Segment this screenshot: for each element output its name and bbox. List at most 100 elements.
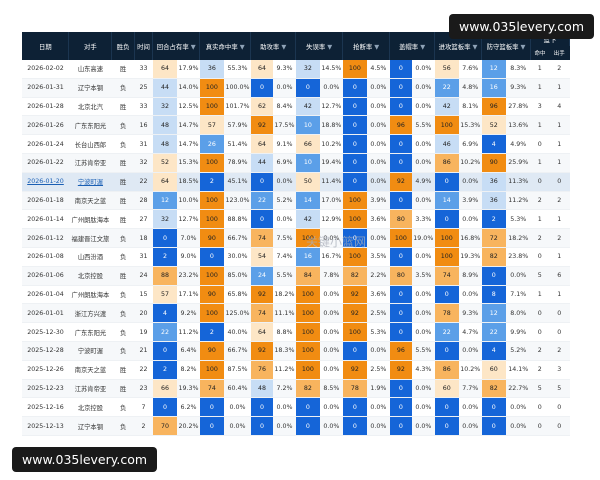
table-row[interactable]: 2025-12-13 辽宁本钢负 2 70 20.2% 0 0.0% 0 0.0% 0 0.0% 0 0… [22,416,570,436]
cell-opponent[interactable]: 南京天之蓝 [68,360,112,380]
table-row[interactable]: 2026-01-06 北京控股胜 24 88 23.2% 100 85.0% 24 5.5% 84… [22,266,570,286]
cell-date[interactable]: 2026-02-02 [22,60,69,79]
table-row[interactable]: 2025-12-16 北京控股负 7 0 6.2% 0 0.0% 0 0.0% 0 0.0% 0 0.0… [22,397,570,418]
col-date[interactable]: 日期 [22,32,70,60]
cell-date[interactable]: 2025-12-16 [22,397,69,418]
cell-date[interactable]: 2026-01-20 [22,172,69,192]
table-row[interactable]: 2026-01-08 山西汾酒负 31 2 9.0% 0 30.0% 54 7.4% 16 16.7… [22,247,570,267]
cell-turnover-value: 42 [295,97,321,117]
site-banner-bottom[interactable]: www.035levery.com [12,447,158,472]
cell-minutes: 33 [134,60,153,79]
cell-opponent[interactable]: 山东高速 [68,60,112,79]
col-block[interactable]: 盖帽率 ▼ [389,32,436,60]
cell-opponent[interactable]: 江苏肯帝亚 [68,153,112,173]
cell-ts-pct: 78.9% [224,153,251,173]
cell-opponent[interactable]: 北京北汽 [68,97,112,117]
table-row[interactable]: 2025-12-26 南京天之蓝胜 22 2 8.2% 100 87.5% 76 11.2% 10… [22,360,570,380]
cell-date[interactable]: 2026-01-22 [22,153,69,173]
cell-date[interactable]: 2026-01-14 [22,209,69,230]
cell-steal-value: 92 [342,360,368,380]
cell-assist-pct: 11.2% [273,360,296,380]
col-minutes[interactable]: 时间 [134,32,154,60]
cell-bench-made: 1 [530,153,549,173]
cell-result: 胜 [111,209,135,230]
col-bench-made[interactable]: 命中 [530,46,549,60]
cell-bench-made: 2 [530,341,549,361]
col-assist[interactable]: 助攻率 ▼ [250,32,297,60]
table-row[interactable]: 2026-01-31 辽宁本钢负 25 44 14.0% 100 100.0% 0 0.0% 0 0… [22,78,570,98]
cell-steal-value: 82 [342,266,368,286]
cell-ts-value: 100 [199,78,225,98]
cell-date[interactable]: 2026-01-26 [22,115,69,136]
site-banner-top[interactable]: www.035levery.com [448,14,594,39]
table-row[interactable]: 2026-01-26 广东东阳光负 16 48 14.7% 57 57.9% 92 17.5% 1… [22,115,570,136]
table-row[interactable]: 2025-12-23 江苏肯帝亚胜 23 66 19.3% 74 60.4% 48 7.2% 82… [22,379,570,399]
table-row[interactable]: 2026-01-22 江苏肯帝亚胜 32 52 15.3% 100 78.9% 44 6.9% 1… [22,153,570,173]
col-result[interactable]: 胜负 [111,32,135,60]
table-row[interactable]: 2026-01-24 长台山西郎负 31 48 14.7% 26 51.4% 64 9.1% 66… [22,134,570,154]
cell-opponent[interactable]: 广东东阳光 [68,115,112,136]
cell-ts-pct: 100.0% [224,78,251,98]
table-row[interactable]: 2026-01-12 福建晋江文旅负 18 0 7.0% 90 66.7% 74 7.5% 100… [22,228,570,248]
cell-opponent[interactable]: 长台山西郎 [68,134,112,154]
cell-ts-value: 100 [199,303,225,324]
cell-date[interactable]: 2026-01-12 [22,228,69,248]
table-row[interactable]: 2026-01-20 宁波町渥胜 22 64 18.5% 2 45.1% 0 0.0% 50 11.… [22,172,570,192]
cell-opponent[interactable]: 宁波町渥 [68,341,112,361]
cell-date[interactable]: 2025-12-30 [22,322,69,342]
table-row[interactable]: 2026-02-02 山东高速胜 33 64 17.9% 36 55.3% 64 9.3% 32 1… [22,60,570,79]
cell-off-reb-value: 14 [434,191,460,211]
cell-possession-pct: 11.2% [177,322,200,342]
cell-opponent[interactable]: 山西汾酒 [68,247,112,267]
cell-ts-value: 2 [199,172,225,192]
table-row[interactable]: 2026-01-28 北京北汽胜 33 32 12.5% 100 101.7% 62 8.4% 4… [22,97,570,117]
table-row[interactable]: 2025-12-30 广东东阳光负 19 22 11.2% 2 40.0% 64 8.8% 100… [22,322,570,342]
table-row[interactable]: 2026-01-04 广州朗肽海本负 15 57 17.1% 90 65.8% 92 18.2%… [22,285,570,305]
col-turnover[interactable]: 失误率 ▼ [295,32,344,60]
cell-date[interactable]: 2026-01-28 [22,97,69,117]
cell-bench-att: 0 [548,416,570,436]
col-possession[interactable]: 回合占有率 ▼ [152,32,201,60]
cell-bench-att: 1 [548,134,570,154]
cell-assist-value: 62 [250,97,274,117]
table-row[interactable]: 2026-01-01 浙江方兴渡负 20 4 9.2% 100 125.0% 74 11.1% 1… [22,303,570,324]
cell-possession-value: 44 [152,78,178,98]
cell-off-reb-pct: 8.1% [459,97,482,117]
cell-steal-value: 100 [342,209,368,230]
cell-date[interactable]: 2026-01-01 [22,303,69,324]
cell-date[interactable]: 2026-01-08 [22,247,69,267]
cell-date[interactable]: 2026-01-04 [22,285,69,305]
cell-opponent[interactable]: 辽宁本钢 [68,416,112,436]
cell-date[interactable]: 2026-01-18 [22,191,69,211]
col-steal[interactable]: 抢断率 ▼ [342,32,391,60]
col-opponent[interactable]: 对手 [68,32,113,60]
cell-date[interactable]: 2026-01-31 [22,78,69,98]
cell-date[interactable]: 2026-01-24 [22,134,69,154]
cell-opponent[interactable]: 北京控股 [68,397,112,418]
cell-possession-pct: 9.2% [177,303,200,324]
cell-opponent[interactable]: 广东东阳光 [68,322,112,342]
cell-date[interactable]: 2025-12-23 [22,379,69,399]
cell-opponent[interactable]: 辽宁本钢 [68,78,112,98]
table-row[interactable]: 2026-01-18 南京天之蓝胜 28 12 10.0% 100 123.0% 22 5.2%… [22,191,570,211]
cell-opponent[interactable]: 宁波町渥 [68,172,112,192]
cell-turnover-value: 0 [295,397,321,418]
cell-date[interactable]: 2025-12-13 [22,416,69,436]
cell-date[interactable]: 2025-12-26 [22,360,69,380]
cell-date[interactable]: 2025-12-28 [22,341,69,361]
cell-opponent[interactable]: 广州朗肽海本 [68,285,112,305]
cell-opponent[interactable]: 浙江方兴渡 [68,303,112,324]
col-bench-att[interactable]: 出手 [548,46,570,60]
cell-opponent[interactable]: 江苏肯帝亚 [68,379,112,399]
col-true-shooting[interactable]: 真实命中率 ▼ [199,32,252,60]
cell-minutes: 24 [134,266,153,286]
table-row[interactable]: 2025-12-28 宁波町渥负 21 0 6.4% 90 66.7% 92 18.3% 100 0… [22,341,570,361]
table-row[interactable]: 2026-01-14 广州朗肽海本胜 27 32 12.7% 100 88.8% 0 0.0% 4… [22,209,570,230]
cell-date[interactable]: 2026-01-06 [22,266,69,286]
cell-opponent[interactable]: 福建晋江文旅 [68,228,112,248]
cell-opponent[interactable]: 广州朗肽海本 [68,209,112,230]
cell-opponent[interactable]: 北京控股 [68,266,112,286]
cell-assist-pct: 18.3% [273,341,296,361]
cell-opponent[interactable]: 南京天之蓝 [68,191,112,211]
cell-turnover-pct: 0.0% [320,228,343,248]
